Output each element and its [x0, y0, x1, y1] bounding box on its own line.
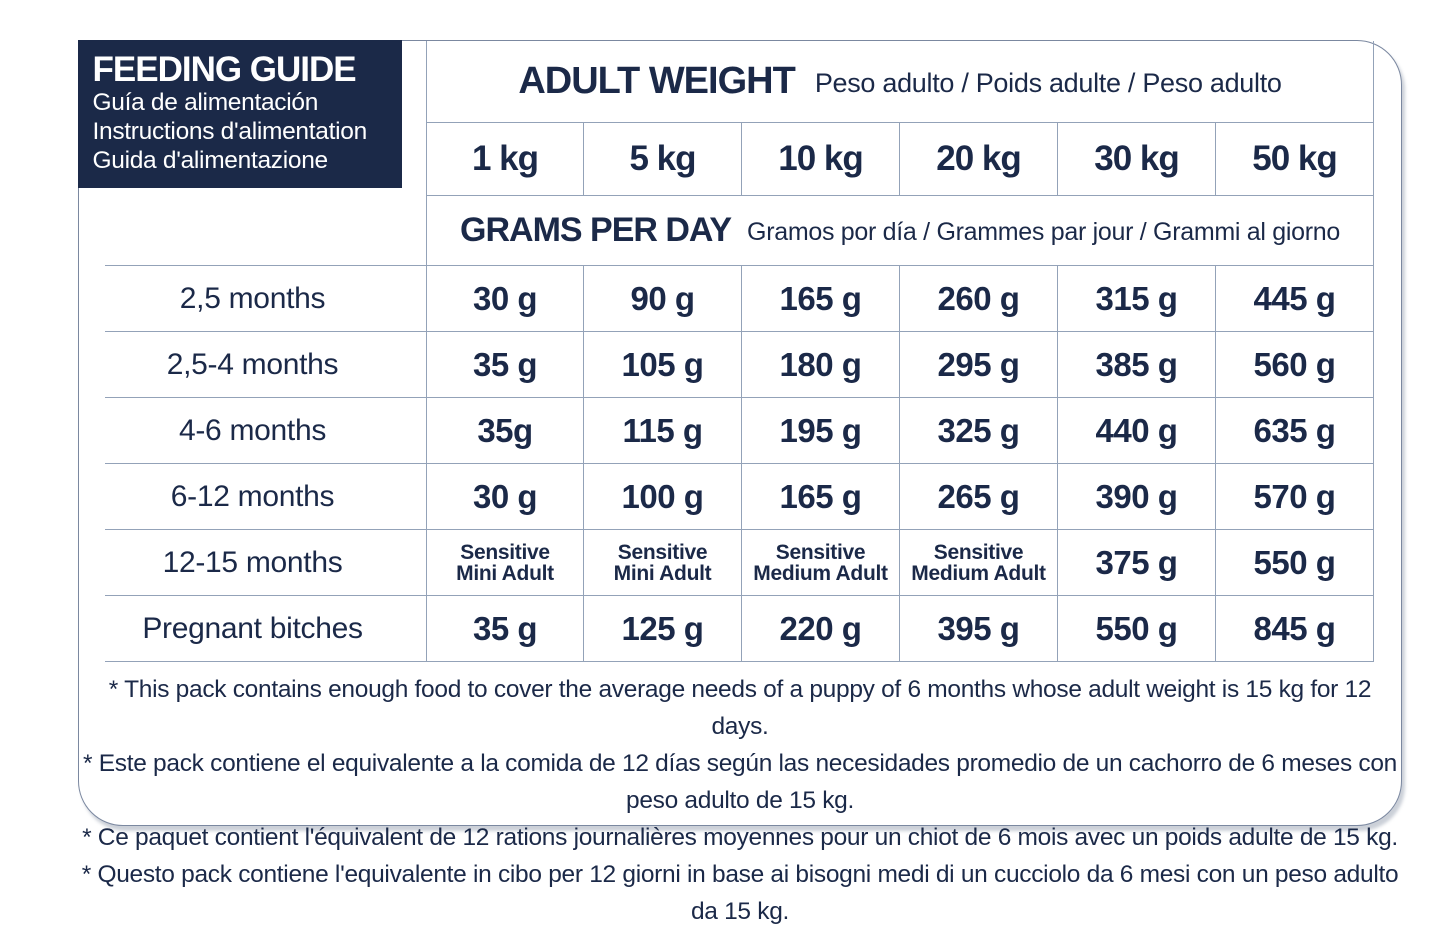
grams-value-cell: 105 g: [584, 332, 742, 398]
grams-value-cell: 125 g: [584, 596, 742, 662]
feeding-guide-card: ADULT WEIGHT Peso adulto / Poids adulte …: [77, 39, 1402, 925]
grams-value-cell: 30 g: [426, 266, 584, 332]
adult-weight-subtitle: Peso adulto / Poids adulte / Peso adulto: [814, 68, 1282, 98]
weight-column-header-20kg: 20 kg: [900, 123, 1058, 196]
label-column-spacer: [79, 196, 426, 266]
grams-value-cell: 570 g: [1216, 464, 1374, 530]
feeding-guide-subtitle-es: Guía de alimentación: [92, 88, 319, 116]
product-reference-cell: Sensitive Mini Adult: [426, 530, 584, 596]
grams-value-cell: 165 g: [742, 266, 900, 332]
feeding-guide-subtitle-it: Guida d'alimentazione: [92, 146, 329, 174]
grams-value-cell: 560 g: [1216, 332, 1374, 398]
grams-value-cell: 265 g: [900, 464, 1058, 530]
age-row-label: 2,5 months: [79, 266, 426, 332]
grams-value-cell: 550 g: [1058, 596, 1216, 662]
grams-value-cell: 30 g: [426, 464, 584, 530]
weight-column-header-10kg: 10 kg: [742, 123, 900, 196]
grams-value-cell: 90 g: [584, 266, 742, 332]
adult-weight-title: ADULT WEIGHT: [518, 60, 795, 102]
grams-value-cell: 35 g: [426, 596, 584, 662]
grams-value-cell: 325 g: [900, 398, 1058, 464]
age-row-label: 12-15 months: [79, 530, 426, 596]
footnote-fr: * Ce paquet contient l'équivalent de 12 …: [82, 824, 1398, 851]
grams-value-cell: 395 g: [900, 596, 1058, 662]
grams-value-cell: 100 g: [584, 464, 742, 530]
grams-value-cell: 180 g: [742, 332, 900, 398]
grams-value-cell: 115 g: [584, 398, 742, 464]
grams-value-cell: 165 g: [742, 464, 900, 530]
adult-weight-header: ADULT WEIGHT Peso adulto / Poids adulte …: [426, 41, 1374, 123]
grams-value-cell: 385 g: [1058, 332, 1216, 398]
feeding-guide-subtitle-fr: Instructions d'alimentation: [92, 117, 368, 145]
footnote-es: * Este pack contiene el equivalente a la…: [82, 750, 1397, 814]
weight-column-header-5kg: 5 kg: [584, 123, 742, 196]
age-row-label: Pregnant bitches: [79, 596, 426, 662]
footnote-it: * Questo pack contiene l'equivalente in …: [81, 861, 1399, 925]
age-row-label: 6-12 months: [79, 464, 426, 530]
grams-value-cell: 260 g: [900, 266, 1058, 332]
weight-column-header-1kg: 1 kg: [426, 123, 584, 196]
feeding-guide-title: FEEDING GUIDE: [92, 49, 357, 89]
grams-per-day-header: GRAMS PER DAY Gramos por día / Grammes p…: [426, 196, 1374, 266]
grams-value-cell: 375 g: [1058, 530, 1216, 596]
feeding-guide-panel: FEEDING GUIDE Guía de alimentación Instr…: [77, 39, 402, 188]
weight-column-header-30kg: 30 kg: [1058, 123, 1216, 196]
grams-value-cell: 315 g: [1058, 266, 1216, 332]
grams-value-cell: 390 g: [1058, 464, 1216, 530]
product-reference-cell: Sensitive Medium Adult: [742, 530, 900, 596]
grams-value-cell: 220 g: [742, 596, 900, 662]
grams-per-day-subtitle: Gramos por día / Grammes par jour / Gram…: [747, 217, 1340, 246]
grams-value-cell: 550 g: [1216, 530, 1374, 596]
grams-value-cell: 445 g: [1216, 266, 1374, 332]
weight-column-header-50kg: 50 kg: [1216, 123, 1374, 196]
product-reference-cell: Sensitive Mini Adult: [584, 530, 742, 596]
footnote-en: * This pack contains enough food to cove…: [108, 676, 1372, 740]
grams-value-cell: 845 g: [1216, 596, 1374, 662]
grams-value-cell: 195 g: [742, 398, 900, 464]
footnotes: * This pack contains enough food to cove…: [79, 671, 1401, 930]
grams-value-cell: 440 g: [1058, 398, 1216, 464]
feeding-guide-table: ADULT WEIGHT Peso adulto / Poids adulte …: [79, 41, 1374, 662]
grams-value-cell: 35g: [426, 398, 584, 464]
age-row-label: 2,5-4 months: [79, 332, 426, 398]
age-row-label: 4-6 months: [79, 398, 426, 464]
grams-per-day-title: GRAMS PER DAY: [460, 211, 732, 249]
product-reference-cell: Sensitive Medium Adult: [900, 530, 1058, 596]
grams-value-cell: 295 g: [900, 332, 1058, 398]
grams-value-cell: 635 g: [1216, 398, 1374, 464]
grams-value-cell: 35 g: [426, 332, 584, 398]
